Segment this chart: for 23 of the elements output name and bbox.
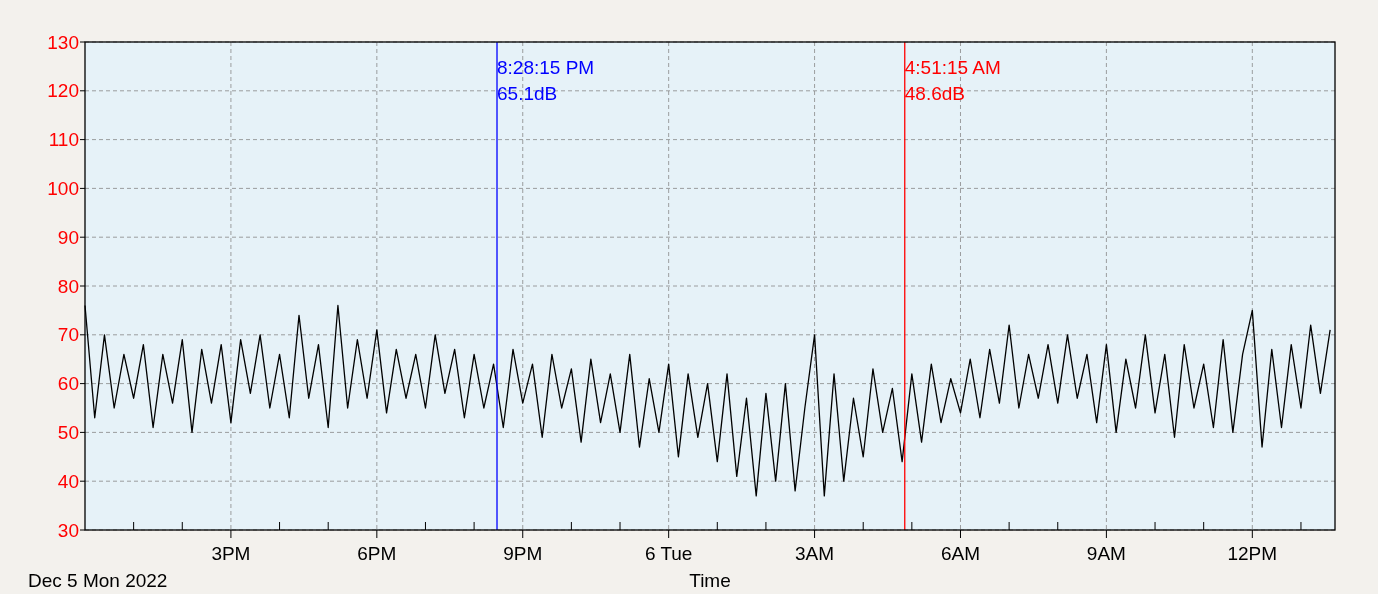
y-tick-label: 110 bbox=[48, 129, 79, 151]
x-tick-label: 3AM bbox=[795, 543, 835, 564]
x-tick-label: 6AM bbox=[940, 543, 981, 564]
text: Dec 5 Mon 2022 bbox=[28, 570, 168, 591]
y-tick-label: 100 bbox=[47, 178, 79, 200]
y-tick-label: 90 bbox=[57, 226, 79, 248]
ref-line-label: 4:51:15 AM 48.6dB bbox=[904, 57, 1001, 104]
x-tick-label: 3PM bbox=[211, 543, 251, 564]
y-tick-label: 80 bbox=[57, 275, 79, 297]
x-tick-label: 12PM bbox=[1227, 543, 1278, 564]
y-tick-label: 130 bbox=[47, 31, 79, 53]
x-tick-label: 9AM bbox=[1086, 543, 1126, 564]
ref-line-label: 8:28:15 PM 65.1dB bbox=[497, 57, 595, 104]
x-tick-label: 9PM bbox=[503, 543, 543, 564]
y-tick-label: 30 bbox=[57, 519, 79, 541]
y-tick-label: 120 bbox=[47, 80, 79, 102]
x-tick-label: 6 Tue bbox=[644, 543, 693, 564]
y-tick-label: 70 bbox=[57, 324, 79, 346]
y-tick-label: 40 bbox=[57, 470, 79, 492]
y-tick-label: 60 bbox=[57, 373, 79, 395]
x-axis-title: Time bbox=[689, 570, 731, 591]
y-tick-label: 50 bbox=[57, 422, 79, 444]
x-tick-label: 6PM bbox=[357, 543, 397, 564]
